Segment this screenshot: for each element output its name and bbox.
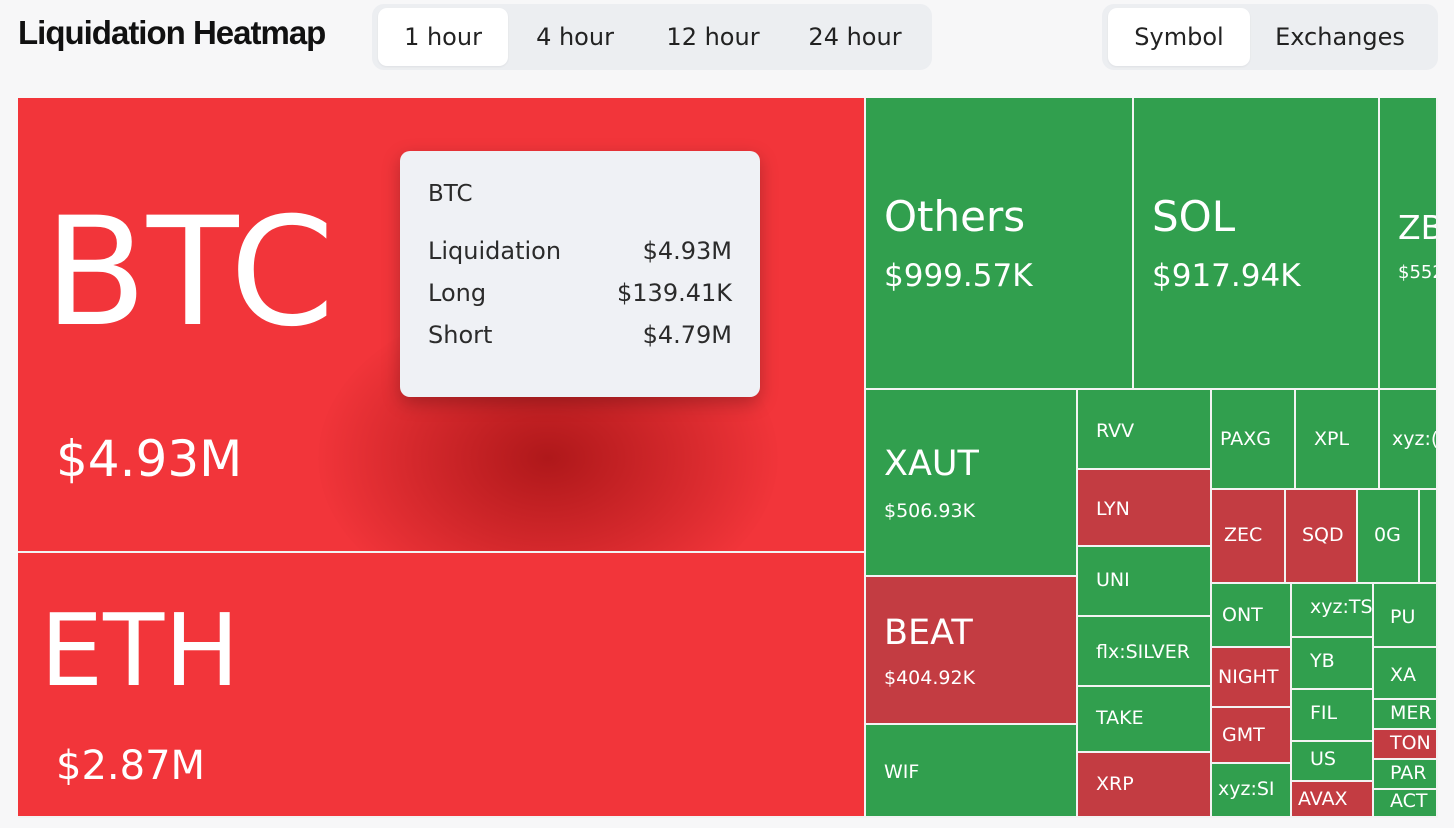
tile-label: xyz:( [1392, 428, 1438, 450]
tooltip-row-label: Long [428, 279, 487, 307]
tile-label: RVV [1096, 420, 1135, 442]
tile-lyn[interactable]: LYN [1078, 470, 1212, 547]
tile-label: 0G [1374, 524, 1401, 546]
tile-avax[interactable]: AVAX [1292, 782, 1374, 818]
tile-value: $506.93K [884, 500, 976, 522]
tile-label: xyz:TS [1310, 596, 1373, 618]
tile-par[interactable]: PAR [1374, 760, 1438, 790]
tile-label: XA [1390, 664, 1417, 686]
tile-label: BEAT [884, 613, 973, 653]
tile-label: XRP [1096, 773, 1134, 795]
tooltip-row-value: $139.41K [617, 279, 732, 307]
tile-mer[interactable]: MER [1374, 700, 1438, 730]
tile-label: xyz:SI [1218, 778, 1275, 800]
hover-tooltip: BTC Liquidation $4.93M Long $139.41K Sho… [400, 151, 760, 397]
tile-label: flx:SILVER [1096, 641, 1190, 663]
tile-take[interactable]: TAKE [1078, 687, 1212, 753]
tile-label: GMT [1222, 724, 1265, 746]
tile-xrp[interactable]: XRP [1078, 753, 1212, 818]
tile-xyz-ts[interactable]: xyz:TS [1292, 584, 1374, 638]
tile-act[interactable]: ACT [1374, 790, 1438, 818]
tile-label: ZB [1398, 208, 1436, 247]
page-title: Liquidation Heatmap [18, 14, 326, 51]
tab-exchanges[interactable]: Exchanges [1275, 23, 1405, 51]
tile-value: $2.87M [56, 743, 206, 789]
tile-label: ZEC [1224, 524, 1263, 546]
tile-label: FIL [1310, 702, 1338, 724]
tile-gmt[interactable]: GMT [1212, 708, 1292, 764]
tile-zec[interactable]: ZEC [1212, 490, 1286, 584]
tile-unlabeled[interactable] [1420, 490, 1438, 584]
tab-1-hour[interactable]: 1 hour [378, 8, 508, 66]
tile-rvv[interactable]: RVV [1078, 390, 1212, 470]
tooltip-row-label: Liquidation [428, 237, 562, 265]
tile-label: TON [1390, 732, 1431, 754]
tooltip-symbol: BTC [428, 181, 473, 207]
tile-label: NIGHT [1218, 666, 1279, 688]
tile-label: AVAX [1298, 788, 1348, 810]
tile-0g[interactable]: 0G [1358, 490, 1420, 584]
tooltip-row-value: $4.79M [642, 321, 732, 349]
tile-beat[interactable]: BEAT $404.92K [866, 577, 1078, 725]
time-range-tabs: 1 hour 4 hour 12 hour 24 hour [372, 4, 932, 70]
tile-sol[interactable]: SOL $917.94K [1134, 98, 1380, 390]
tile-sqd[interactable]: SQD [1286, 490, 1358, 584]
tile-night[interactable]: NIGHT [1212, 648, 1292, 708]
tab-12-hour[interactable]: 12 hour [666, 23, 760, 51]
tooltip-row-liquidation: Liquidation $4.93M [428, 237, 732, 265]
tile-label: Others [884, 192, 1026, 241]
tile-xpl[interactable]: XPL [1296, 390, 1380, 490]
tile-label: PU [1390, 606, 1416, 628]
tile-label: YB [1310, 650, 1335, 672]
tile-others[interactable]: Others $999.57K [866, 98, 1134, 390]
tile-label: WIF [884, 761, 920, 783]
tile-zb[interactable]: ZB $552 [1380, 98, 1438, 390]
view-mode-tabs: Symbol Exchanges [1102, 4, 1438, 70]
tab-symbol[interactable]: Symbol [1108, 8, 1250, 66]
tile-label: ONT [1222, 604, 1263, 626]
tile-xa[interactable]: XA [1374, 648, 1438, 700]
tile-value: $917.94K [1152, 258, 1301, 294]
tile-label: XAUT [884, 444, 979, 484]
tile-xyz-si[interactable]: xyz:SI [1212, 764, 1292, 818]
tile-xaut[interactable]: XAUT $506.93K [866, 390, 1078, 577]
tile-pu[interactable]: PU [1374, 584, 1438, 648]
tile-us[interactable]: US [1292, 742, 1374, 782]
tile-value: $404.92K [884, 667, 976, 689]
tile-label: US [1310, 748, 1336, 770]
tile-fil[interactable]: FIL [1292, 690, 1374, 742]
tile-label: SQD [1302, 524, 1344, 546]
tile-value: $552 [1398, 262, 1436, 283]
tile-flx-silver[interactable]: flx:SILVER [1078, 617, 1212, 687]
tile-eth[interactable]: ETH $2.87M [18, 553, 866, 818]
tile-label: ETH [40, 592, 240, 709]
tile-label: SOL [1152, 192, 1236, 241]
tile-label: LYN [1096, 498, 1130, 520]
tab-4-hour[interactable]: 4 hour [536, 23, 614, 51]
tile-label: PAXG [1220, 428, 1271, 450]
tooltip-row-value: $4.93M [642, 237, 732, 265]
tile-value: $999.57K [884, 258, 1033, 294]
tile-value: $4.93M [56, 430, 243, 488]
tile-label: PAR [1390, 762, 1427, 784]
tile-wif[interactable]: WIF [866, 725, 1078, 818]
tile-label: TAKE [1096, 707, 1144, 729]
tile-xyz-c[interactable]: xyz:( [1380, 390, 1438, 490]
tile-label: MER [1390, 702, 1432, 724]
tile-yb[interactable]: YB [1292, 638, 1374, 690]
tile-ont[interactable]: ONT [1212, 584, 1292, 648]
tooltip-row-short: Short $4.79M [428, 321, 732, 349]
tile-label: ACT [1390, 790, 1428, 812]
tooltip-row-label: Short [428, 321, 493, 349]
tile-paxg[interactable]: PAXG [1212, 390, 1296, 490]
tab-24-hour[interactable]: 24 hour [808, 23, 902, 51]
tile-label: UNI [1096, 569, 1130, 591]
tile-label: XPL [1314, 428, 1350, 450]
tile-uni[interactable]: UNI [1078, 547, 1212, 617]
tooltip-row-long: Long $139.41K [428, 279, 732, 307]
tile-ton[interactable]: TON [1374, 730, 1438, 760]
tile-label: BTC [44, 186, 335, 360]
